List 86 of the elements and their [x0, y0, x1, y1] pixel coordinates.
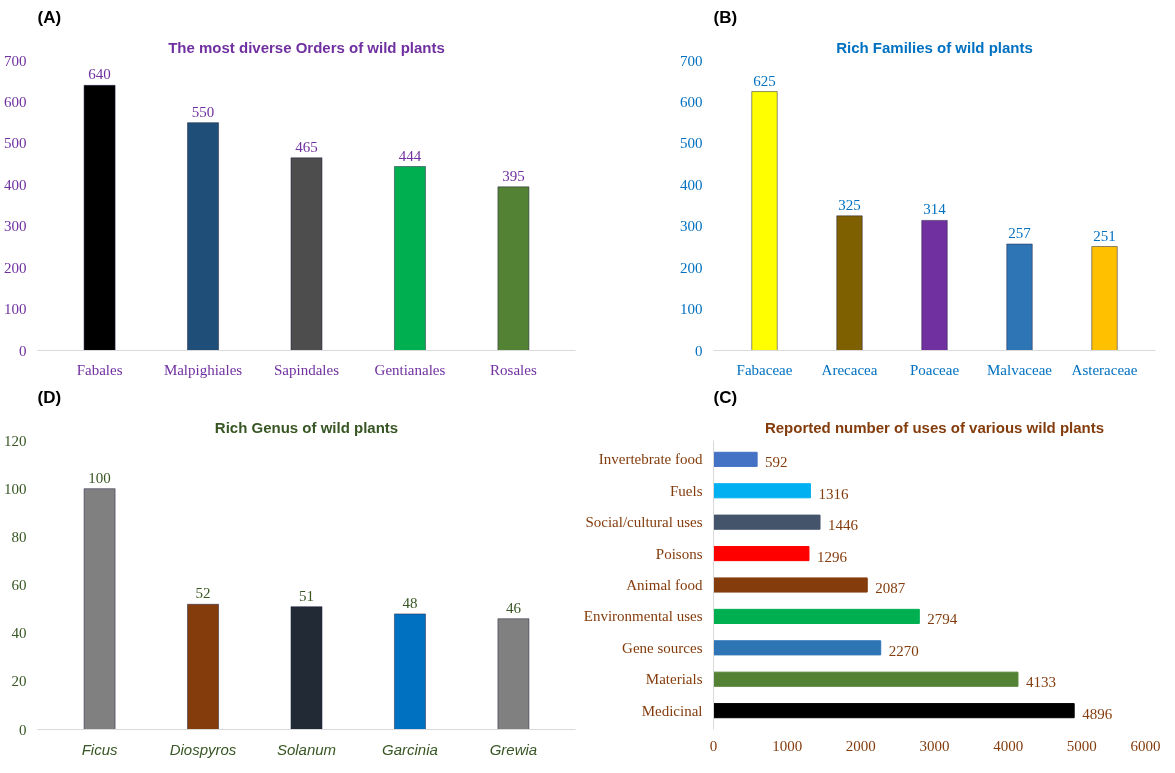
x-tick-label: Poaceae [909, 361, 960, 378]
y-tick-label: Fuels [670, 482, 703, 499]
y-tick-label: Poisons [655, 545, 703, 562]
y-tick-label: 600 [4, 93, 27, 110]
x-tick-label: Fabaceae [736, 361, 793, 378]
y-tick-label: 700 [4, 52, 27, 69]
data-label: 592 [765, 454, 788, 471]
x-tick-label: 5000 [1066, 737, 1097, 754]
y-tick-label: Social/cultural uses [585, 514, 703, 531]
x-tick-label: 0 [709, 737, 718, 754]
y-tick-label: 500 [680, 135, 703, 152]
data-label: 1446 [828, 517, 859, 534]
data-label: 625 [753, 72, 776, 89]
y-tick-label: 500 [4, 135, 27, 152]
y-tick-label: 0 [19, 721, 27, 738]
data-label: 257 [1008, 225, 1032, 242]
x-tick-label: 1000 [772, 737, 803, 754]
y-tick-label: 20 [11, 673, 27, 690]
x-tick-label: 2000 [845, 737, 876, 754]
data-label: 4133 [1025, 674, 1056, 691]
text: (B) [713, 7, 738, 27]
y-tick-label: Animal food [626, 577, 703, 593]
data-label: 444 [398, 147, 422, 164]
x-tick-label: Diospyros [169, 740, 237, 758]
data-label: 2270 [888, 642, 919, 659]
y-tick-label: Gene sources [622, 639, 703, 656]
y-tick-label: 60 [11, 577, 27, 593]
data-label: 2794 [927, 611, 958, 628]
data-label: 4896 [1082, 705, 1113, 722]
data-label: 1316 [818, 485, 849, 502]
x-tick-label: Malpighiales [163, 361, 243, 378]
data-label: 640 [88, 66, 111, 83]
data-label: 48 [402, 594, 418, 611]
x-tick-label: Malvaceae [987, 361, 1053, 378]
chart-title: Rich Families of wild plants [836, 38, 1033, 56]
x-tick-label: Fabales [76, 361, 123, 378]
text: (D) [37, 387, 62, 407]
y-tick-label: 100 [4, 480, 27, 497]
x-tick-label: Solanum [276, 740, 337, 758]
data-label: 100 [88, 469, 111, 486]
y-tick-label: 100 [4, 301, 27, 318]
y-tick-label: 600 [680, 93, 703, 110]
chart-title: Rich Genus of wild plants [214, 418, 399, 436]
data-label: 550 [191, 103, 215, 120]
y-tick-label: Environmental uses [583, 608, 703, 625]
y-tick-label: 100 [680, 301, 703, 318]
chart-title: The most diverse Orders of wild plants [168, 38, 445, 56]
data-label: 1296 [816, 548, 848, 565]
x-tick-label: Grewia [489, 740, 538, 758]
x-tick-label: Arecacea [821, 361, 878, 378]
y-tick-label: 700 [680, 52, 703, 69]
y-tick-label: 0 [695, 342, 703, 359]
x-tick-label: Ficus [81, 740, 118, 758]
y-tick-label: 200 [4, 259, 27, 276]
data-label: 314 [923, 201, 947, 218]
text: (A) [37, 7, 62, 27]
y-tick-label: 80 [11, 528, 27, 545]
data-label: 52 [195, 585, 211, 602]
y-tick-label: 120 [4, 432, 27, 449]
data-label: 325 [838, 196, 861, 213]
x-tick-label: Garcinia [382, 740, 438, 758]
chart-title: Reported number of uses of various wild plants [764, 418, 1105, 436]
y-tick-label: 300 [4, 218, 27, 235]
y-tick-label: 200 [680, 259, 703, 276]
data-label: 251 [1093, 227, 1116, 244]
y-tick-label: Medicinal [641, 702, 703, 719]
x-tick-label: Rosales [490, 361, 537, 378]
y-tick-label: Invertebrate food [598, 451, 703, 468]
x-tick-label: Sapindales [274, 361, 340, 378]
y-tick-label: 40 [11, 625, 27, 642]
data-label: 46 [505, 599, 522, 616]
y-tick-label: Materials [645, 671, 703, 688]
y-tick-label: 0 [19, 342, 27, 359]
x-tick-label: 6000 [1130, 737, 1161, 754]
x-tick-label: 3000 [919, 737, 950, 754]
x-tick-label: Asteraceae [1071, 361, 1138, 378]
data-label: 395 [502, 167, 525, 184]
data-label: 2087 [875, 580, 906, 596]
data-label: 465 [295, 138, 318, 155]
data-label: 51 [299, 587, 314, 604]
x-tick-label: Gentianales [374, 361, 446, 378]
y-tick-label: 400 [680, 176, 703, 193]
x-tick-label: 4000 [993, 737, 1024, 754]
y-tick-label: 300 [680, 218, 703, 235]
y-tick-label: 400 [4, 176, 27, 193]
text: (C) [713, 387, 738, 407]
